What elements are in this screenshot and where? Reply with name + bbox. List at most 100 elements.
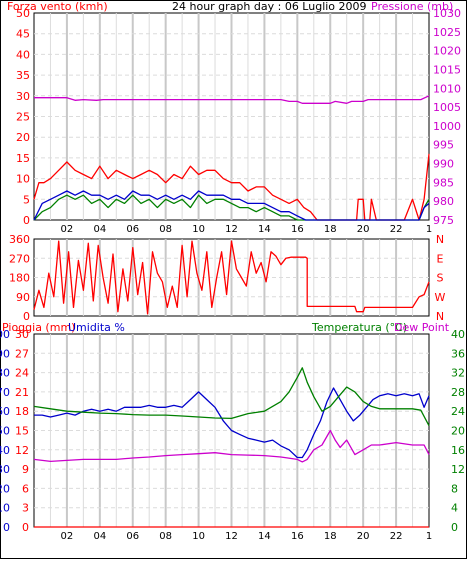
y-tick-label: 1015 — [433, 63, 461, 76]
dew-point-line — [33, 429, 430, 463]
y-tick-label: 18 — [15, 405, 29, 418]
y-tick-label: 975 — [433, 214, 454, 227]
wind-avg-line — [33, 190, 430, 221]
y-tick-label: 36 — [451, 347, 465, 360]
y-tick-label: 32 — [451, 367, 465, 380]
y-tick-label: 3 — [22, 502, 29, 515]
humidity-tick-label: 60 — [0, 405, 10, 418]
humidity-tick-label: 90 — [0, 347, 10, 360]
y-tick-label: 9 — [22, 463, 29, 476]
y-tick-label: 270 — [9, 252, 30, 265]
y-tick-label: 15 — [16, 152, 30, 165]
y-tick-label: 30 — [16, 90, 30, 103]
y-tick-label: 4 — [451, 502, 458, 515]
temperature-axis-label: Temperatura (°C) — [311, 321, 407, 334]
y-tick-label: 12 — [15, 444, 29, 457]
y-tick-label: 1030 — [433, 7, 461, 20]
humidity-tick-label: 40 — [0, 444, 10, 457]
compass-label: N — [436, 310, 444, 323]
y-tick-label: 0 — [451, 521, 458, 534]
x-tick-label: 02 — [61, 531, 74, 542]
y-tick-label: 0 — [23, 310, 30, 323]
x-tick-label: 10 — [192, 224, 205, 235]
y-tick-label: 21 — [15, 386, 29, 399]
x-tick-label: 1 — [426, 224, 432, 235]
y-tick-label: 1000 — [433, 120, 461, 133]
compass-label: N — [436, 233, 444, 246]
humidity-tick-label: 80 — [0, 367, 10, 380]
chart-title: 24 hour graph day : 06 Luglio 2009 — [172, 0, 367, 13]
y-tick-label: 985 — [433, 176, 454, 189]
y-tick-label: 25 — [16, 111, 30, 124]
y-tick-label: 24 — [15, 367, 29, 380]
x-tick-label: 20 — [357, 531, 370, 542]
y-tick-label: 30 — [15, 328, 29, 341]
x-tick-label: 14 — [258, 531, 271, 542]
y-tick-label: 360 — [9, 233, 30, 246]
y-tick-label: 12 — [451, 463, 465, 476]
y-tick-label: 0 — [22, 521, 29, 534]
y-tick-label: 10 — [16, 173, 30, 186]
x-tick-label: 18 — [324, 531, 337, 542]
y-tick-label: 16 — [451, 444, 465, 457]
x-tick-label: 04 — [93, 224, 106, 235]
x-tick-label: 22 — [390, 531, 403, 542]
y-tick-label: 6 — [22, 482, 29, 495]
y-tick-label: 90 — [16, 291, 30, 304]
y-tick-label: 995 — [433, 139, 454, 152]
x-tick-label: 18 — [324, 224, 337, 235]
dew-point-axis-label: Dew Point — [394, 321, 450, 334]
humidity-tick-label: 0 — [3, 521, 10, 534]
pressure-axis-label: Pressione (mb) — [371, 0, 453, 13]
x-tick-label: 12 — [225, 224, 238, 235]
x-tick-label: 1 — [426, 531, 432, 542]
rain-axis-label: Pioggia (mm) — [2, 321, 75, 334]
y-tick-label: 15 — [15, 425, 29, 438]
y-tick-label: 40 — [16, 48, 30, 61]
x-tick-label: 10 — [192, 531, 205, 542]
x-tick-label: 12 — [225, 531, 238, 542]
x-tick-label: 06 — [126, 531, 139, 542]
y-tick-label: 180 — [9, 272, 30, 285]
y-tick-label: 20 — [16, 131, 30, 144]
y-tick-label: 35 — [16, 69, 30, 82]
temperature-line — [33, 367, 430, 427]
y-tick-label: 1020 — [433, 45, 461, 58]
humidity-tick-label: 10 — [0, 502, 10, 515]
compass-label: S — [437, 272, 444, 285]
y-tick-label: 1005 — [433, 101, 461, 114]
x-tick-label: 16 — [291, 531, 304, 542]
compass-label: W — [435, 291, 446, 304]
x-tick-label: 16 — [291, 224, 304, 235]
x-tick-label: 22 — [390, 224, 403, 235]
x-tick-label: 08 — [159, 531, 172, 542]
x-tick-label: 14 — [258, 224, 271, 235]
y-tick-label: 50 — [16, 7, 30, 20]
direction-line — [33, 240, 430, 315]
humidity-axis-label: Umidita % — [68, 321, 125, 334]
y-tick-label: 20 — [451, 425, 465, 438]
compass-label: E — [437, 252, 444, 265]
y-tick-label: 40 — [451, 328, 465, 341]
y-tick-label: 27 — [15, 347, 29, 360]
y-tick-label: 990 — [433, 158, 454, 171]
x-tick-label: 08 — [159, 224, 172, 235]
x-tick-label: 20 — [357, 224, 370, 235]
humidity-tick-label: 70 — [0, 386, 10, 399]
y-tick-label: 45 — [16, 28, 30, 41]
y-tick-label: 1010 — [433, 82, 461, 95]
y-tick-label: 980 — [433, 195, 454, 208]
y-tick-label: 24 — [451, 405, 465, 418]
wind-axis-label: Forza vento (kmh) — [7, 0, 108, 13]
y-tick-label: 0 — [23, 214, 30, 227]
y-tick-label: 5 — [23, 193, 30, 206]
pressure-line — [34, 95, 430, 104]
y-tick-label: 8 — [451, 482, 458, 495]
x-tick-label: 06 — [126, 224, 139, 235]
y-tick-label: 28 — [451, 386, 465, 399]
x-tick-label: 02 — [61, 224, 74, 235]
humidity-tick-label: 20 — [0, 482, 10, 495]
y-tick-label: 1025 — [433, 26, 461, 39]
